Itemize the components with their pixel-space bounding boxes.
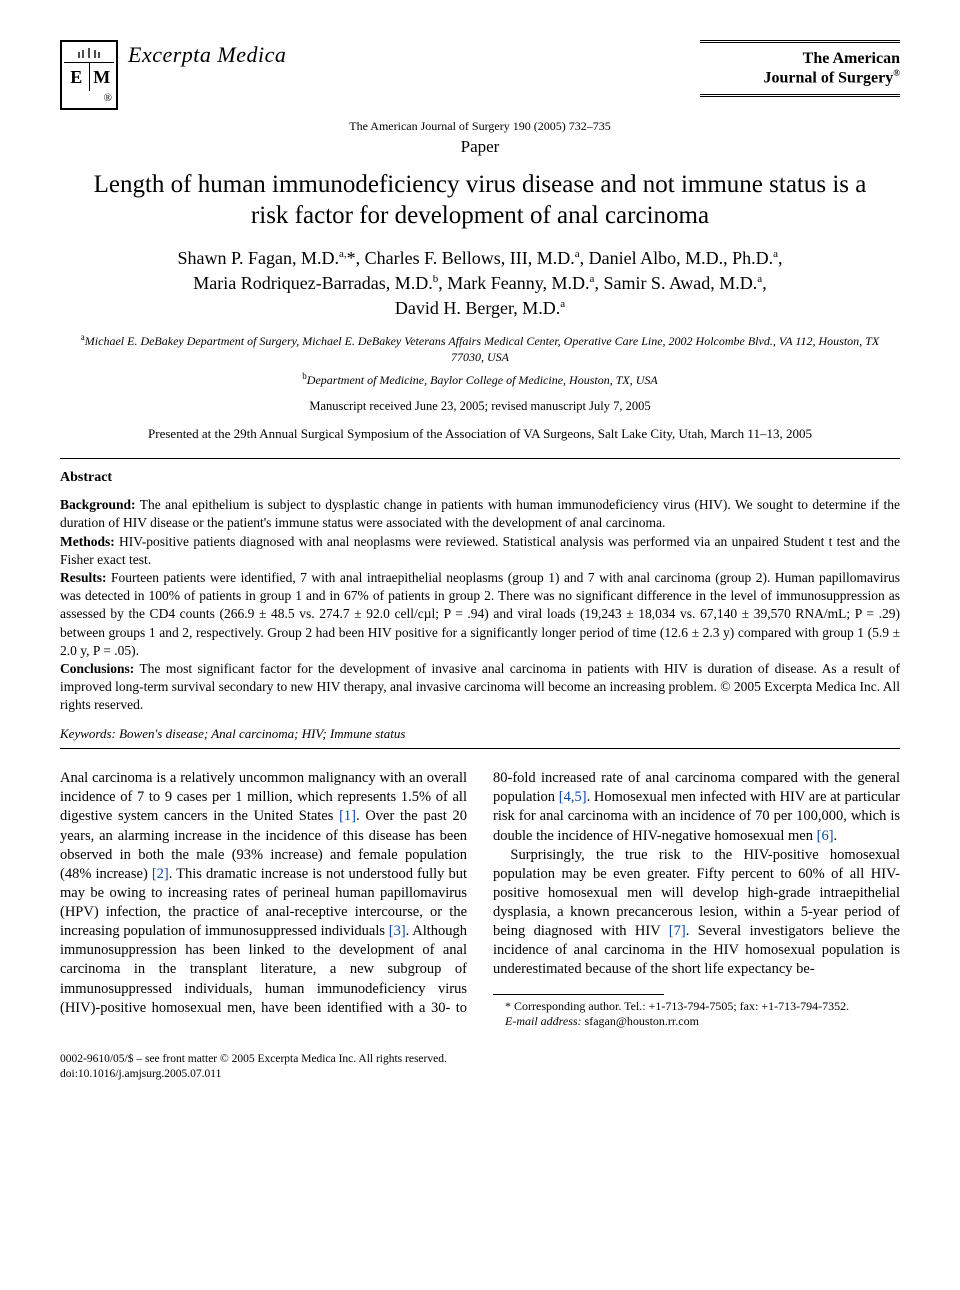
publisher-block: E M ® Excerpta Medica — [60, 40, 286, 110]
citation-link-2[interactable]: [2] — [152, 866, 169, 882]
divider-bottom — [60, 748, 900, 749]
abstract-conclusions: Conclusions: The most significant factor… — [60, 660, 900, 715]
corresponding-author-note: * Corresponding author. Tel.: +1-713-794… — [493, 999, 900, 1015]
affiliation-b: bDepartment of Medicine, Baylor College … — [80, 370, 880, 388]
citation-link-3[interactable]: [3] — [389, 923, 406, 939]
manuscript-dates: Manuscript received June 23, 2005; revis… — [60, 398, 900, 415]
footnote-rule — [493, 994, 664, 995]
article-title: Length of human immunodeficiency virus d… — [90, 169, 870, 232]
author-list: Shawn P. Fagan, M.D.a,*, Charles F. Bell… — [90, 246, 870, 322]
citation-link-6[interactable]: [6] — [817, 828, 834, 844]
citation-link-4-5[interactable]: [4,5] — [559, 789, 587, 805]
logo-letter-e: E — [64, 63, 90, 91]
publisher-logo-icon: E M ® — [60, 40, 118, 110]
journal-citation: The American Journal of Surgery 190 (200… — [60, 118, 900, 134]
abstract-methods: Methods: HIV-positive patients diagnosed… — [60, 533, 900, 569]
logo-letter-m: M — [90, 63, 115, 91]
abstract-background: Background: The anal epithelium is subje… — [60, 496, 900, 532]
footnotes: * Corresponding author. Tel.: +1-713-794… — [493, 999, 900, 1030]
journal-name-line1: The American — [700, 49, 900, 68]
page-header: E M ® Excerpta Medica The American Journ… — [60, 40, 900, 110]
body-paragraph-2: Surprisingly, the true risk to the HIV-p… — [493, 846, 900, 980]
registered-mark: ® — [64, 91, 114, 106]
journal-name-line2: Journal of Surgery® — [700, 68, 900, 88]
abstract-heading: Abstract — [60, 469, 900, 488]
keywords-line: Keywords: Bowen's disease; Anal carcinom… — [60, 725, 900, 743]
abstract-block: Abstract Background: The anal epithelium… — [60, 469, 900, 715]
abstract-results: Results: Fourteen patients were identifi… — [60, 569, 900, 660]
citation-link-1[interactable]: [1] — [339, 808, 356, 824]
footer-copyright: 0002-9610/05/$ – see front matter © 2005… — [60, 1052, 900, 1082]
affiliation-a: aMichael E. DeBakey Department of Surger… — [80, 331, 880, 365]
publisher-name: Excerpta Medica — [128, 40, 286, 70]
footer-doi: doi:10.1016/j.amjsurg.2005.07.011 — [60, 1067, 900, 1082]
article-type: Paper — [60, 136, 900, 159]
citation-link-7[interactable]: [7] — [669, 923, 686, 939]
body-text: Anal carcinoma is a relatively uncommon … — [60, 769, 900, 1030]
presented-note: Presented at the 29th Annual Surgical Sy… — [80, 425, 880, 443]
divider-top — [60, 458, 900, 459]
email-line: E-mail address: sfagan@houston.rr.com — [493, 1014, 900, 1030]
footer-line-1: 0002-9610/05/$ – see front matter © 2005… — [60, 1052, 900, 1067]
journal-name-block: The American Journal of Surgery® — [700, 40, 900, 97]
